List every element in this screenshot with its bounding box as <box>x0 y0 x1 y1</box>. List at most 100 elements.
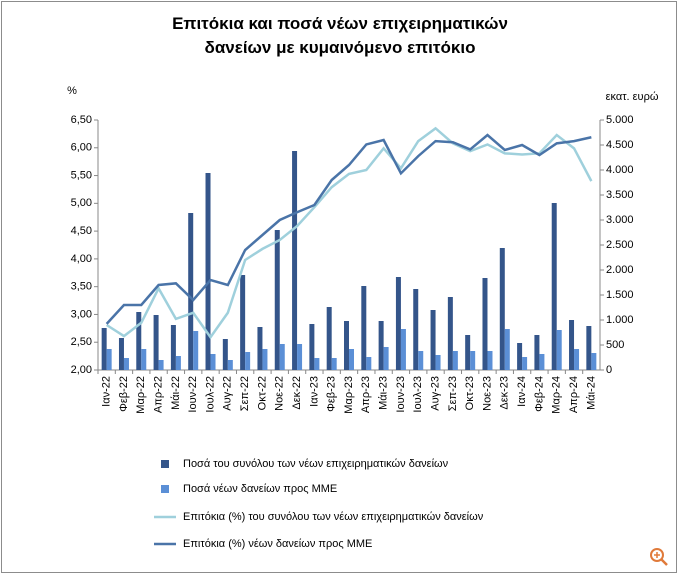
y-tick-label: 2,00 <box>71 364 92 376</box>
bar <box>292 151 298 370</box>
x-tick-label: Αυγ-23 <box>429 376 441 411</box>
y-axis-label: % <box>67 85 77 97</box>
x-tick-label: Δεκ-23 <box>499 376 511 410</box>
bar <box>118 338 124 370</box>
bar <box>136 312 142 370</box>
bar <box>366 357 372 370</box>
bar <box>123 358 129 370</box>
legend-swatch <box>161 485 169 493</box>
bar <box>395 277 401 370</box>
y2-axis-label: εκατ. ευρώ <box>606 91 659 103</box>
bar <box>227 360 233 370</box>
y-tick-label: 2,50 <box>71 336 92 348</box>
x-tick-label: Φεβ-22 <box>118 376 130 412</box>
bar <box>188 213 194 370</box>
bar <box>193 331 199 370</box>
x-tick-label: Ιαν-23 <box>308 376 320 407</box>
bar <box>210 354 216 370</box>
x-tick-label: Μαρ-24 <box>551 376 563 414</box>
bar <box>534 335 540 370</box>
bar <box>435 355 441 370</box>
x-tick-label: Οκτ-22 <box>256 376 268 410</box>
x-tick-label: Μαρ-22 <box>135 376 147 414</box>
bar <box>222 339 228 370</box>
y-tick-label: 4,00 <box>71 253 92 265</box>
bar <box>452 351 458 370</box>
bar <box>170 325 176 370</box>
bar <box>499 248 505 370</box>
bar <box>413 289 419 370</box>
bar <box>101 328 107 370</box>
y2-tick-label: 3.500 <box>606 189 634 201</box>
bar <box>482 278 488 370</box>
x-tick-label: Νοε-23 <box>481 376 493 411</box>
y2-tick-label: 0 <box>606 364 612 376</box>
x-tick-label: Μαρ-23 <box>343 376 355 414</box>
bar <box>344 321 349 370</box>
bar <box>349 349 354 370</box>
x-tick-label: Φεβ-23 <box>326 376 338 412</box>
y-tick-label: 5,00 <box>71 197 92 209</box>
x-tick-label: Μάι-22 <box>170 376 182 410</box>
bar <box>383 347 389 370</box>
bar <box>297 344 303 370</box>
bar <box>430 310 436 370</box>
bar <box>158 360 164 370</box>
bar <box>378 321 384 370</box>
x-tick-label: Φεβ-24 <box>533 376 545 412</box>
x-tick-label: Σεπ-23 <box>447 376 459 411</box>
line <box>105 126 593 340</box>
y-tick-label: 6,50 <box>71 114 92 126</box>
y-tick-label: 3,50 <box>71 281 92 293</box>
legend-swatch <box>161 460 169 468</box>
y2-tick-label: 4.000 <box>606 164 634 176</box>
bar <box>361 286 367 370</box>
y2-tick-label: 1.000 <box>606 314 634 326</box>
y-tick-label: 3,00 <box>71 308 92 320</box>
x-tick-label: Ιαν-22 <box>101 376 113 407</box>
y-tick-label: 5,50 <box>71 169 92 181</box>
bar <box>245 352 251 370</box>
x-tick-label: Απρ-24 <box>568 376 580 413</box>
x-tick-label: Ιουλ-23 <box>412 376 424 413</box>
y-tick-label: 6,00 <box>71 142 92 154</box>
x-tick-label: Ιουν-23 <box>395 376 407 413</box>
bar <box>314 358 320 370</box>
x-tick-label: Δεκ-22 <box>291 376 303 410</box>
bar <box>141 349 147 370</box>
y2-tick-label: 500 <box>606 339 624 351</box>
legend-label: Ποσά νέων δανείων προς ΜΜΕ <box>183 483 337 495</box>
x-tick-label: Ιαν-24 <box>516 376 528 407</box>
bar <box>487 351 493 370</box>
bar <box>517 343 523 370</box>
bar <box>279 344 285 370</box>
bar <box>539 354 545 370</box>
bar <box>309 324 315 370</box>
legend-label: Επιτόκια (%) νέων δανείων προς ΜΜΕ <box>183 538 372 550</box>
bar <box>418 351 424 370</box>
y2-tick-label: 2.500 <box>606 239 634 251</box>
bar <box>447 297 453 370</box>
bar <box>465 335 471 370</box>
line <box>105 133 592 325</box>
bar <box>205 173 211 370</box>
x-tick-label: Οκτ-23 <box>464 376 476 410</box>
y2-tick-label: 2.000 <box>606 264 634 276</box>
y2-tick-label: 3.000 <box>606 214 634 226</box>
bar <box>257 327 263 370</box>
bar <box>569 320 575 370</box>
bar <box>551 203 557 370</box>
y2-tick-label: 1.500 <box>606 289 634 301</box>
x-tick-label: Αυγ-22 <box>222 376 234 411</box>
legend-label: Ποσά του συνόλου των νέων επιχειρηματικώ… <box>183 458 449 470</box>
chart-title: Επιτόκια και ποσά νέων επιχειρηματικών δ… <box>172 14 508 57</box>
x-tick-label: Ιουν-22 <box>187 376 199 413</box>
bar <box>574 349 580 370</box>
zoom-icon[interactable] <box>650 548 668 566</box>
bar <box>400 329 406 370</box>
x-tick-label: Μάι-23 <box>378 376 390 410</box>
y2-tick-label: 4.500 <box>606 139 634 151</box>
bar <box>504 329 510 370</box>
